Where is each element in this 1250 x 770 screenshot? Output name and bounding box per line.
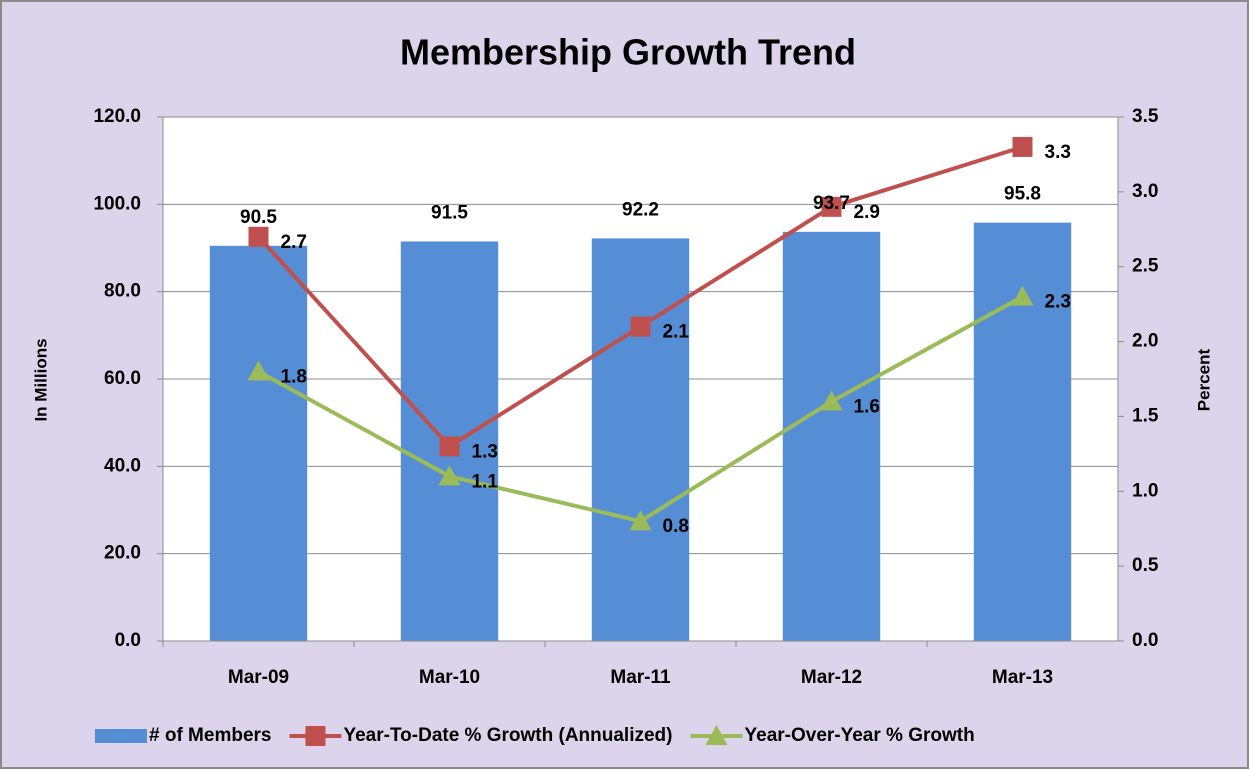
value-label: 2.1 — [663, 322, 690, 343]
point — [1011, 285, 1034, 306]
x-tick-label: Mar-11 — [610, 667, 671, 688]
point — [1012, 136, 1033, 157]
legend-swatch — [95, 729, 147, 743]
value-label: 1.8 — [281, 367, 307, 388]
legend-marker — [305, 726, 326, 746]
y2-tick-label: 2.0 — [1132, 331, 1158, 352]
x-tick-label: Mar-13 — [992, 667, 1053, 688]
legend-label: # of Members — [149, 725, 271, 746]
y-axis-title: In Millions — [31, 338, 50, 421]
y-tick-label: 80.0 — [104, 281, 141, 302]
y2-tick-label: 0.5 — [1132, 555, 1159, 576]
value-label: 2.7 — [281, 232, 307, 253]
y-tick-label: 120.0 — [93, 106, 141, 127]
y-tick-label: 100.0 — [93, 193, 141, 214]
y2-tick-label: 2.5 — [1132, 256, 1159, 277]
value-label: 3.3 — [1045, 142, 1071, 163]
y-tick-label: 40.0 — [104, 455, 141, 476]
point — [629, 510, 652, 531]
x-tick-label: Mar-12 — [801, 667, 862, 688]
legend-label: Year-Over-Year % Growth — [745, 725, 975, 746]
bar — [973, 222, 1072, 641]
point — [247, 360, 270, 381]
point — [630, 316, 651, 337]
point — [248, 226, 269, 247]
value-label: 91.5 — [431, 202, 468, 223]
value-label: 93.7 — [813, 193, 850, 214]
value-label: 2.3 — [1045, 292, 1071, 313]
value-label: 1.6 — [854, 396, 880, 417]
value-label: 95.8 — [1004, 184, 1041, 205]
y2-tick-label: 1.0 — [1132, 480, 1158, 501]
point — [439, 436, 460, 457]
value-label: 0.8 — [663, 516, 689, 537]
y-tick-label: 60.0 — [104, 368, 141, 389]
point — [438, 465, 461, 486]
legend-label: Year-To-Date % Growth (Annualized) — [343, 725, 672, 746]
y-tick-label: 20.0 — [104, 543, 141, 564]
x-tick-label: Mar-09 — [228, 667, 289, 688]
y2-axis-title: Percent — [1194, 348, 1213, 411]
y2-tick-label: 3.5 — [1132, 106, 1159, 127]
value-label: 2.9 — [854, 202, 880, 223]
value-label: 1.1 — [472, 471, 499, 492]
y-tick-label: 0.0 — [115, 630, 141, 651]
y2-tick-label: 1.5 — [1132, 405, 1159, 426]
bar — [591, 238, 690, 642]
point — [820, 390, 843, 411]
legend-marker — [705, 725, 728, 745]
x-tick-label: Mar-10 — [419, 667, 480, 688]
value-label: 92.2 — [622, 199, 659, 220]
bar — [209, 245, 308, 642]
value-label: 1.3 — [472, 441, 498, 462]
bar — [782, 231, 881, 642]
y2-tick-label: 3.0 — [1132, 181, 1158, 202]
value-label: 90.5 — [240, 207, 277, 228]
chart-title: Membership Growth Trend — [400, 32, 856, 73]
y2-tick-label: 0.0 — [1132, 630, 1158, 651]
point — [821, 196, 842, 217]
